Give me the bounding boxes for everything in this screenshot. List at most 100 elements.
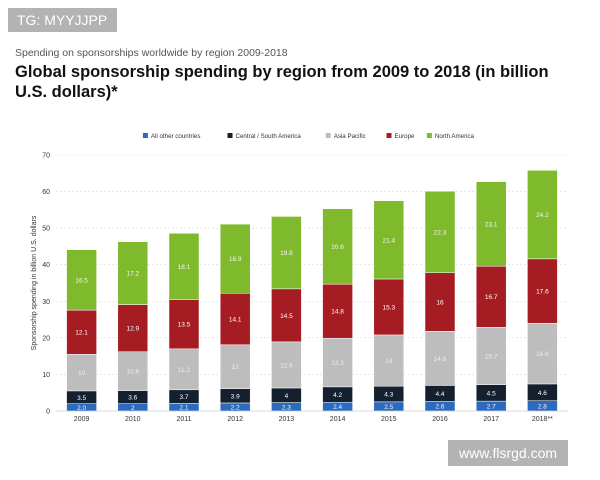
- bar-stack-2010: 2 3.6 10.6 12.9 17.2: [117, 241, 149, 412]
- x-tick-label-2015: 2015: [381, 416, 397, 423]
- bar-europe-2017: [475, 265, 507, 328]
- y-tick-label-60: 60: [42, 189, 50, 196]
- legend-label-europe: Europe: [395, 133, 416, 140]
- data-label-asia-pacific-2013: 12.6: [280, 362, 293, 369]
- legend-label-north-america: North America: [435, 133, 475, 140]
- data-label-asia-pacific-2015: 14: [385, 358, 393, 365]
- data-label-central-south-america-2017: 4.5: [487, 390, 496, 397]
- y-tick-label-10: 10: [42, 372, 50, 379]
- data-label-north-america-2009: 16.5: [75, 277, 88, 284]
- bar-north-america-2009: [66, 249, 97, 311]
- data-label-all-other-countries-2012: 2.2: [231, 404, 240, 411]
- data-label-central-south-america-2009: 3.5: [77, 395, 86, 402]
- bar-stack-2016: 2.6 4.4 14.8 16 22.3: [424, 190, 456, 412]
- chart-title: Global sponsorship spending by region fr…: [15, 63, 549, 101]
- data-label-asia-pacific-2014: 13.3: [331, 360, 344, 367]
- legend-item-asia-pacific: Asia Pacific: [325, 133, 366, 140]
- legend-label-asia-pacific: Asia Pacific: [334, 133, 366, 140]
- data-label-all-other-countries-2011: 2.1: [179, 405, 188, 412]
- x-tick-label-2012: 2012: [227, 416, 243, 423]
- watermark-label: www.flsrgd.com: [448, 440, 569, 466]
- data-label-north-america-2011: 18.1: [178, 264, 191, 271]
- data-label-europe-2017: 16.7: [485, 294, 498, 301]
- y-tick-label-40: 40: [42, 262, 50, 269]
- y-axis: 0 10 20 30 40 50 60 70: [42, 153, 50, 416]
- data-label-europe-2010: 12.9: [126, 326, 139, 333]
- bar-north-america-2011: [168, 233, 200, 300]
- bar-stack-2014: 2.4 4.2 13.3 14.8 20.6: [322, 208, 353, 412]
- bar-stack-2011: 2.1 3.7 11.2 13.5 18.1: [168, 233, 200, 412]
- data-label-north-america-2015: 21.4: [382, 237, 395, 244]
- legend-item-north-america: North America: [426, 133, 475, 140]
- data-label-central-south-america-2014: 4.2: [333, 392, 342, 399]
- data-label-asia-pacific-2009: 10: [78, 370, 86, 377]
- data-label-europe-2018: 17.6: [536, 289, 549, 296]
- bar-europe-2013: [271, 288, 302, 343]
- bar-stack-2017: 2.7 4.5 15.7 16.7 23.1: [475, 181, 507, 412]
- bar-asia-pacific-2018: [527, 322, 558, 385]
- bar-stack-2012: 2.2 3.9 12 14.1 18.9: [219, 223, 251, 411]
- data-label-all-other-countries-2010: 2: [131, 405, 135, 412]
- data-label-central-south-america-2016: 4.4: [435, 391, 444, 398]
- bar-stack-2013: 2.3 4 12.6 14.5 19.8: [271, 216, 302, 411]
- y-tick-label-70: 70: [42, 153, 50, 160]
- y-tick-label-30: 30: [42, 299, 50, 306]
- bar-stack-2009: 2.0 3.5 10 12.1 16.5: [66, 249, 97, 412]
- data-label-asia-pacific-2010: 10.6: [126, 369, 139, 376]
- x-tick-label-2017: 2017: [483, 416, 499, 423]
- bar-europe-2009: [66, 309, 97, 355]
- bar-north-america-2010: [117, 241, 149, 305]
- data-label-north-america-2013: 19.8: [280, 250, 293, 257]
- bar-north-america-2016: [424, 190, 456, 274]
- bar-europe-2011: [168, 299, 200, 350]
- bar-europe-2015: [373, 278, 405, 336]
- tag-label: TG: MYYJJPP: [8, 8, 118, 32]
- data-label-all-other-countries-2018: 2.8: [538, 403, 547, 410]
- legend-label-central-south-america: Central / South America: [236, 133, 302, 140]
- data-label-europe-2014: 14.8: [331, 309, 344, 316]
- data-label-europe-2012: 14.1: [229, 317, 242, 324]
- legend-item-all-other-countries: All other countries: [142, 133, 200, 140]
- chart-subtitle: Spending on sponsorships worldwide by re…: [15, 47, 288, 59]
- x-tick-label-2013: 2013: [279, 416, 295, 423]
- x-tick-label-2011: 2011: [176, 416, 191, 423]
- data-label-europe-2011: 13.5: [178, 322, 191, 329]
- data-label-all-other-countries-2015: 2.5: [384, 404, 393, 411]
- data-label-asia-pacific-2016: 14.8: [434, 356, 447, 363]
- data-label-all-other-countries-2009: 2.0: [77, 405, 86, 412]
- data-label-asia-pacific-2017: 15.7: [485, 353, 498, 360]
- bar-north-america-2015: [373, 200, 405, 280]
- data-label-all-other-countries-2014: 2.4: [333, 404, 342, 411]
- data-label-central-south-america-2010: 3.6: [128, 395, 137, 402]
- x-tick-label-2014: 2014: [330, 416, 346, 423]
- legend-item-europe: Europe: [386, 133, 416, 140]
- chart-legend: All other countries Central / South Ameri…: [142, 133, 475, 140]
- data-label-all-other-countries-2016: 2.6: [435, 404, 444, 411]
- data-label-asia-pacific-2012: 12: [232, 364, 240, 371]
- data-label-europe-2009: 12.1: [75, 330, 88, 337]
- bar-asia-pacific-2017: [475, 327, 507, 385]
- stacked-bar-chart: All other countries Central / South Ameri…: [31, 133, 568, 423]
- data-label-europe-2015: 15.3: [382, 304, 395, 311]
- data-label-north-america-2018: 24.2: [536, 212, 549, 219]
- bar-stack-group: 2.0 3.5 10 12.1 16.5 2 3.6 10.6 12.9 17.2 2.1 3.7 11…: [66, 170, 558, 412]
- legend-swatch-asia-pacific: [325, 133, 331, 138]
- bar-north-america-2014: [322, 208, 353, 285]
- bar-north-america-2013: [271, 216, 302, 290]
- bar-asia-pacific-2013: [271, 341, 302, 389]
- data-label-asia-pacific-2011: 11.2: [178, 367, 191, 374]
- bar-asia-pacific-2009: [66, 354, 97, 392]
- data-label-north-america-2014: 20.6: [331, 244, 344, 251]
- y-axis-label: Sponsorship spending in billion U.S. dol…: [31, 215, 38, 350]
- bar-asia-pacific-2010: [117, 351, 149, 391]
- data-label-central-south-america-2018: 4.6: [538, 390, 547, 397]
- bar-stack-2015: 2.5 4.3 14 15.3 21.4: [373, 200, 405, 412]
- bar-asia-pacific-2012: [219, 344, 251, 389]
- legend-swatch-all-other-countries: [142, 133, 148, 138]
- data-label-all-other-countries-2013: 2.3: [282, 404, 291, 411]
- legend-swatch-central-south-america: [227, 133, 233, 138]
- x-tick-label-2018: 2018**: [532, 416, 553, 423]
- data-label-all-other-countries-2017: 2.7: [487, 404, 496, 411]
- bar-north-america-2018: [527, 170, 558, 260]
- x-axis: 2009 2010 2011 2012 2013 2014 2015 2016 2017 2018…: [56, 410, 568, 423]
